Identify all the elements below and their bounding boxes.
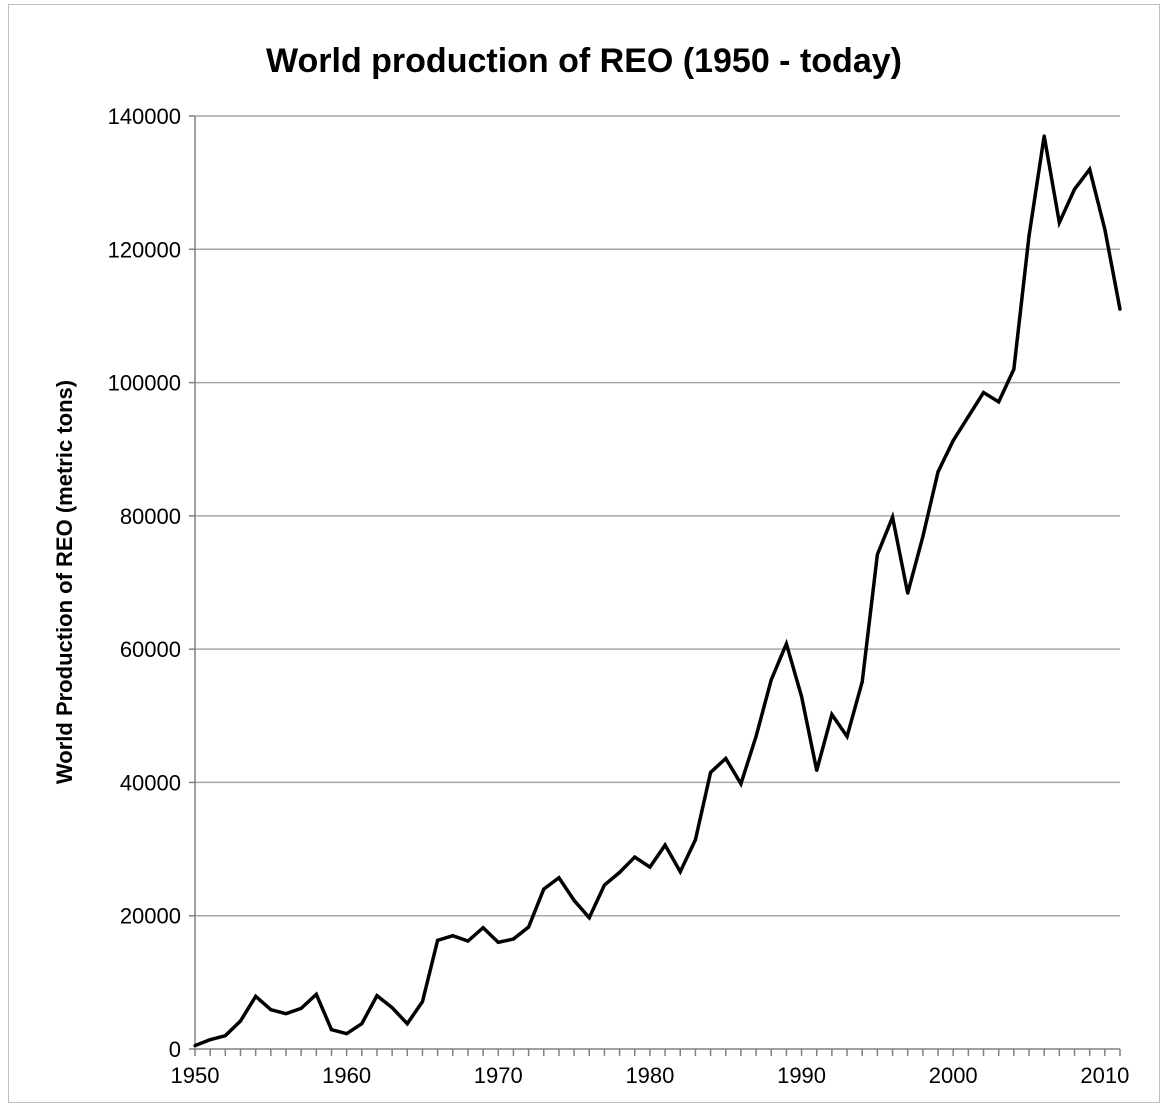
data-point (527, 925, 531, 929)
data-point (390, 1006, 394, 1010)
data-point (193, 1044, 197, 1048)
data-point (451, 934, 455, 938)
data-point (420, 1000, 425, 1004)
data-point (360, 1022, 364, 1026)
y-tick-label: 120000 (108, 237, 181, 262)
data-point (830, 712, 834, 717)
y-tick-label: 100000 (108, 371, 181, 396)
data-point (375, 994, 379, 998)
data-point (254, 994, 258, 998)
y-tick-label: 0 (169, 1037, 181, 1062)
data-point (708, 770, 713, 775)
data-point (223, 1034, 227, 1038)
x-tick-label: 1980 (625, 1063, 674, 1088)
data-point (890, 515, 895, 519)
data-point (299, 1006, 303, 1010)
data-point (951, 438, 955, 443)
x-tick-label: 1990 (777, 1063, 826, 1088)
data-point (997, 400, 1001, 404)
data-point (936, 470, 940, 474)
data-point (724, 756, 728, 761)
y-tick-label: 40000 (120, 770, 181, 795)
data-point (875, 552, 879, 557)
data-point (754, 734, 758, 739)
chart-title: World production of REO (1950 - today) (266, 42, 902, 80)
data-point (587, 916, 591, 920)
y-tick-label: 80000 (120, 504, 181, 529)
data-point (284, 1012, 288, 1016)
data-point (769, 678, 773, 682)
data-point (542, 887, 546, 891)
data-point (739, 782, 743, 786)
chart-frame (8, 4, 1160, 1103)
x-tick-label: 2010 (1080, 1063, 1129, 1088)
data-point (633, 855, 637, 859)
data-point (466, 939, 470, 943)
gridlines (195, 115, 1120, 917)
data-point (436, 938, 440, 942)
data-point (572, 898, 576, 902)
data-point (1103, 227, 1107, 231)
data-point (345, 1032, 349, 1036)
tick-labels: 0 20000 40000 60000 80000 100000 120000 140000 1… (108, 104, 1130, 1088)
data-point (815, 768, 819, 773)
data-point (1042, 134, 1046, 138)
data-point (617, 870, 622, 874)
x-tick-label: 1970 (474, 1063, 523, 1088)
data-point (845, 734, 849, 739)
data-point (678, 870, 682, 874)
y-tick-label: 60000 (120, 637, 181, 662)
y-tick-label: 140000 (108, 104, 181, 129)
x-tick-label: 1950 (171, 1063, 220, 1088)
data-point (966, 414, 970, 419)
x-tick-label: 2000 (929, 1063, 978, 1088)
data-point (314, 992, 318, 996)
data-point (405, 1022, 409, 1026)
data-point (602, 883, 607, 887)
data-point (1012, 367, 1016, 371)
data-point (1027, 234, 1031, 238)
data-point (860, 680, 864, 684)
data-point (1057, 221, 1061, 225)
data-point (906, 591, 910, 595)
data-point (663, 843, 667, 847)
data-point (799, 694, 804, 699)
data-point (481, 926, 485, 930)
data-point (693, 838, 698, 842)
data-point (1118, 307, 1122, 311)
data-point (208, 1038, 212, 1042)
y-tick-label: 20000 (120, 904, 181, 929)
series-layer (193, 134, 1122, 1048)
series-line (194, 135, 1122, 1048)
data-point (784, 642, 788, 646)
data-point (1072, 187, 1077, 191)
y-axis-label: World Production of REO (metric tons) (52, 380, 77, 784)
x-tick-label: 1960 (322, 1063, 371, 1088)
data-point (1088, 167, 1092, 171)
data-point (648, 865, 652, 869)
data-point (238, 1019, 243, 1023)
data-point (921, 534, 925, 539)
data-point (496, 940, 500, 944)
data-point (557, 876, 561, 880)
data-point (269, 1008, 273, 1012)
axes (189, 115, 1121, 1056)
data-point (329, 1028, 334, 1032)
data-point (981, 390, 986, 395)
data-point (511, 937, 516, 941)
